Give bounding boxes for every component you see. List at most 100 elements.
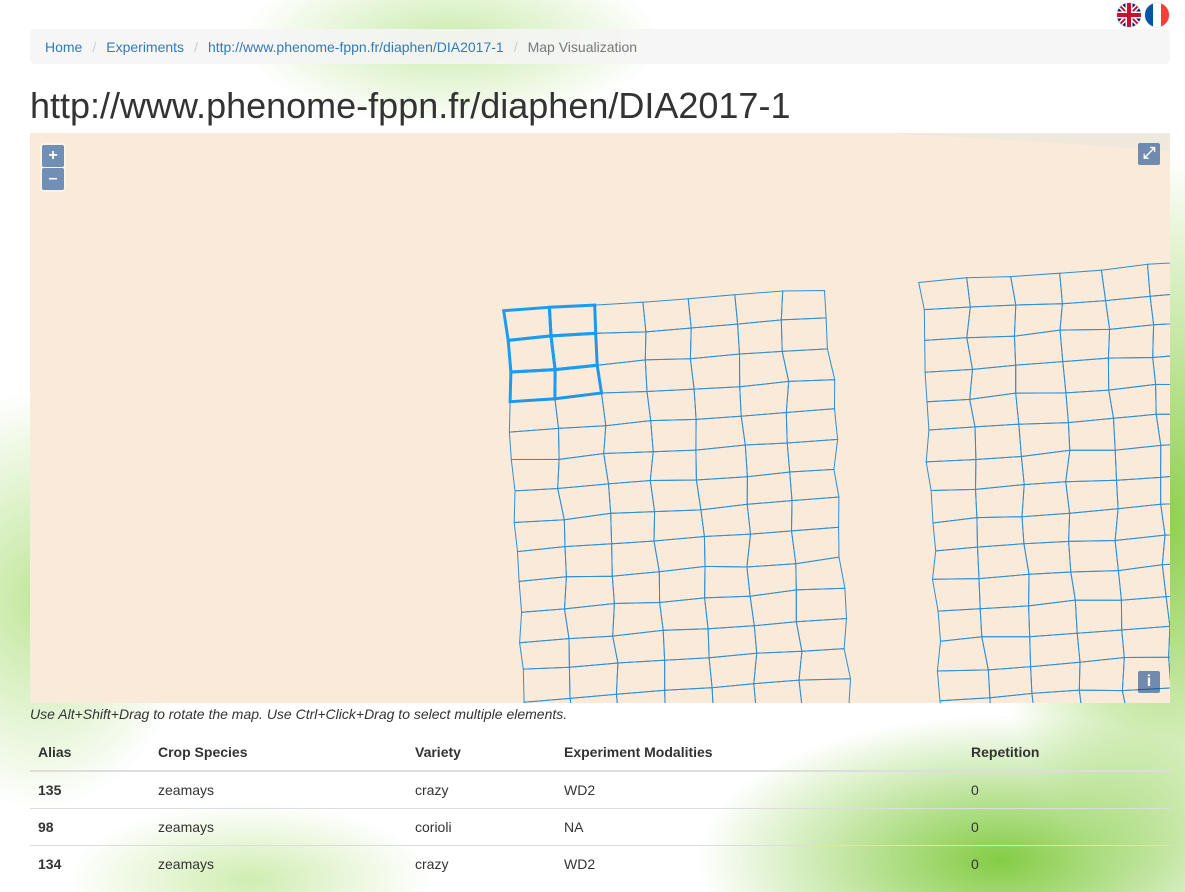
plot[interactable] [785, 379, 836, 414]
plot[interactable] [519, 608, 570, 644]
plot[interactable] [563, 602, 615, 640]
plot[interactable] [734, 290, 784, 325]
plot[interactable] [974, 423, 1022, 461]
plot[interactable] [1161, 534, 1170, 566]
plot[interactable] [610, 511, 656, 545]
plot[interactable] [1078, 656, 1125, 692]
plot[interactable] [976, 543, 1030, 580]
plot[interactable] [931, 578, 981, 612]
plot[interactable] [649, 449, 697, 482]
column-header-variety[interactable]: Variety [407, 733, 556, 772]
plot[interactable] [1065, 449, 1118, 483]
plot[interactable] [1029, 632, 1081, 668]
plot[interactable] [695, 415, 746, 451]
plot[interactable] [615, 689, 666, 703]
plot[interactable] [966, 276, 1017, 308]
plot[interactable] [568, 635, 619, 668]
plot[interactable] [925, 458, 977, 492]
plot[interactable] [1074, 599, 1123, 634]
plot[interactable] [1105, 295, 1155, 330]
plot[interactable] [1015, 361, 1067, 394]
plot[interactable] [966, 304, 1017, 339]
plot[interactable] [780, 289, 827, 321]
plot[interactable] [969, 392, 1020, 428]
plot[interactable] [615, 659, 666, 695]
plot[interactable] [925, 426, 977, 463]
plot[interactable] [1108, 383, 1157, 419]
plot[interactable] [1020, 449, 1071, 486]
plot[interactable] [644, 358, 695, 393]
plot[interactable] [711, 683, 757, 703]
plot[interactable] [1112, 413, 1162, 451]
plot[interactable] [519, 638, 570, 670]
plot[interactable] [513, 487, 565, 524]
selected-plot[interactable] [506, 334, 557, 374]
plot[interactable] [510, 458, 560, 492]
plot[interactable] [740, 411, 788, 446]
plot[interactable] [1013, 303, 1063, 337]
plot[interactable] [781, 348, 836, 382]
plot[interactable] [966, 335, 1017, 370]
france-flag-icon[interactable] [1145, 3, 1169, 27]
table-row[interactable]: 135 zeamays crazy WD2 0 [30, 770, 1170, 809]
plot[interactable] [939, 697, 992, 703]
plot[interactable] [936, 636, 989, 672]
plot[interactable] [1114, 444, 1162, 481]
plot[interactable] [1068, 539, 1119, 573]
plot[interactable] [703, 533, 752, 568]
plot[interactable] [931, 546, 980, 580]
plot[interactable] [600, 390, 652, 427]
plot[interactable] [563, 512, 613, 548]
plot[interactable] [746, 530, 797, 568]
plot[interactable] [594, 301, 647, 334]
plot[interactable] [689, 323, 741, 360]
plot[interactable] [1149, 292, 1170, 326]
plot[interactable] [644, 327, 692, 361]
plot[interactable] [753, 679, 803, 703]
plot[interactable] [1121, 656, 1170, 692]
plot[interactable] [1117, 564, 1167, 601]
plot[interactable] [596, 359, 648, 394]
fullscreen-button[interactable]: ⤢ [1138, 143, 1160, 165]
plot[interactable] [664, 687, 714, 703]
plot[interactable] [1155, 383, 1170, 415]
plot[interactable] [1152, 353, 1170, 386]
plot[interactable] [795, 587, 848, 623]
plot[interactable] [1161, 562, 1170, 598]
plot[interactable] [611, 571, 661, 605]
plot[interactable] [1120, 596, 1170, 631]
plot[interactable] [689, 353, 741, 390]
plot[interactable] [753, 621, 803, 654]
map-viewer[interactable]: + – ⤢ i [30, 133, 1170, 703]
plot[interactable] [989, 692, 1036, 703]
plot[interactable] [749, 589, 797, 627]
plot[interactable] [1160, 502, 1170, 536]
plot[interactable] [1076, 629, 1125, 663]
plot[interactable] [653, 535, 706, 573]
plot[interactable] [516, 546, 567, 582]
table-row[interactable]: 134 zeamays crazy WD2 0 [30, 845, 1170, 882]
plot[interactable] [1021, 481, 1071, 518]
plot[interactable] [979, 605, 1031, 638]
table-row[interactable]: 98 zeamays corioli NA 0 [30, 808, 1170, 846]
plot[interactable] [649, 479, 702, 513]
plot[interactable] [695, 444, 748, 481]
plot[interactable] [659, 597, 709, 631]
plot[interactable] [936, 669, 991, 702]
plot[interactable] [1121, 625, 1170, 659]
plot[interactable] [753, 650, 803, 685]
plot[interactable] [1030, 661, 1081, 694]
plot[interactable] [795, 556, 846, 591]
plot[interactable] [1100, 263, 1151, 302]
breadcrumb-experiments-link[interactable]: Experiments [106, 38, 185, 55]
zoom-in-button[interactable]: + [42, 145, 64, 167]
plot[interactable] [1059, 328, 1111, 363]
plot[interactable] [924, 368, 974, 403]
plot[interactable] [924, 337, 974, 373]
plot[interactable] [662, 628, 710, 661]
plot[interactable] [646, 388, 697, 422]
plot[interactable] [1160, 474, 1170, 505]
selected-plot[interactable] [508, 368, 557, 404]
plot[interactable] [1160, 442, 1170, 478]
plot[interactable] [1031, 689, 1083, 703]
